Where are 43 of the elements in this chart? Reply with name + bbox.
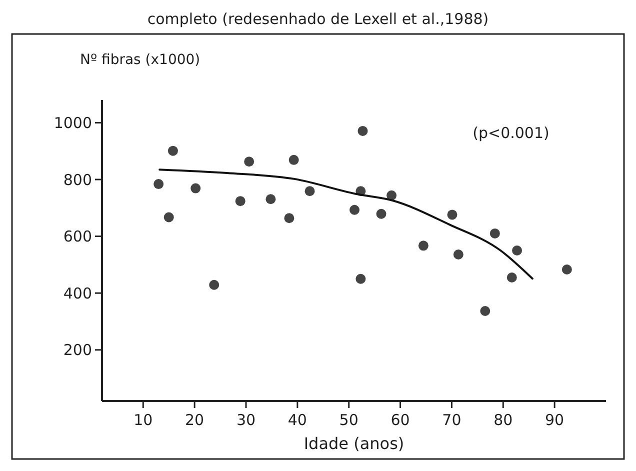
x-tick-label: 60 (390, 411, 410, 429)
x-tick-label: 30 (236, 411, 256, 429)
x-axis-title: Idade (anos) (304, 434, 404, 453)
x-tick-label: 90 (545, 411, 564, 429)
point (168, 146, 178, 156)
annotation: (p<0.001) (472, 124, 550, 142)
point (480, 306, 490, 316)
point (209, 280, 220, 290)
point (447, 210, 458, 220)
x-tick-label: 40 (288, 411, 307, 429)
y-tick-label: 800 (63, 170, 92, 189)
point (304, 186, 315, 196)
point (164, 212, 174, 222)
point (356, 274, 366, 284)
x-tick-label: 70 (442, 411, 462, 429)
line-series (158, 168, 534, 280)
y-tick-label: 200 (63, 341, 92, 360)
point (386, 190, 397, 200)
point (506, 272, 517, 282)
x-tick-label: 50 (339, 411, 358, 429)
y-axis-title: Nº fibras (x1000) (80, 52, 200, 68)
x-tick-label: 20 (185, 411, 204, 429)
y-tick-label: 600 (63, 228, 92, 246)
point (358, 126, 368, 136)
y-tick-label: 400 (63, 284, 92, 302)
point (284, 213, 294, 224)
point (235, 196, 246, 206)
point (244, 156, 254, 167)
point (418, 240, 428, 251)
chart-title: completo (redesenhado de Lexell et al.,1988) (147, 10, 489, 28)
y-tick-label: 1000 (54, 114, 92, 132)
point (453, 249, 464, 260)
point (512, 246, 522, 256)
point (350, 204, 360, 215)
point (288, 154, 299, 165)
point (376, 208, 386, 219)
x-tick-label: 10 (134, 411, 153, 429)
point (562, 264, 572, 275)
point (266, 194, 276, 204)
x-tick-label: 80 (494, 411, 513, 429)
point (190, 183, 201, 194)
point (490, 228, 500, 238)
point (154, 179, 164, 190)
